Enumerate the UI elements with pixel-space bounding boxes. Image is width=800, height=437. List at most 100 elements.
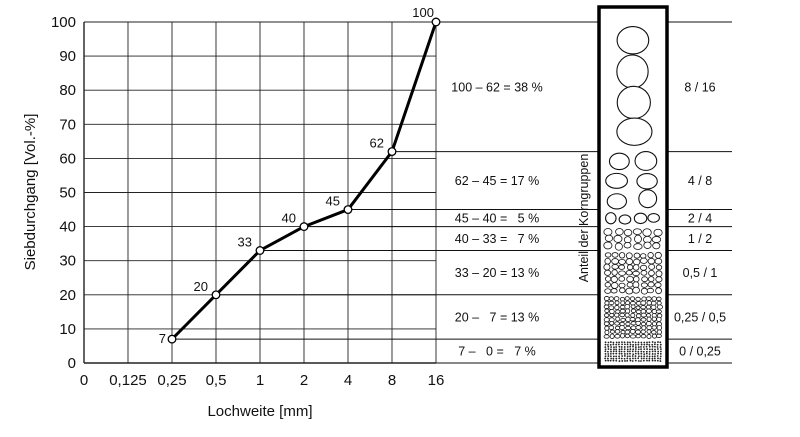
grain-particle bbox=[618, 357, 621, 360]
grain-particle bbox=[654, 341, 656, 344]
grain-particle bbox=[620, 300, 626, 306]
grain-particle bbox=[651, 353, 654, 355]
grain-particle bbox=[651, 325, 657, 330]
grain-particle bbox=[654, 282, 662, 288]
grain-particle bbox=[604, 325, 610, 331]
grain-particle bbox=[624, 360, 626, 362]
point-label: 40 bbox=[282, 211, 296, 226]
grain-particle bbox=[634, 350, 637, 353]
point-label: 7 bbox=[159, 331, 166, 346]
grain-particle bbox=[640, 270, 648, 276]
grain-particle bbox=[645, 321, 652, 327]
group-label: 0,25 / 0,5 bbox=[674, 310, 726, 324]
grain-particle bbox=[623, 341, 626, 344]
grain-particle bbox=[648, 353, 651, 355]
grain-particle bbox=[643, 353, 646, 356]
grain-particle bbox=[610, 288, 618, 294]
x-tick-label: 8 bbox=[388, 372, 396, 389]
grain-particle bbox=[632, 343, 635, 346]
grain-particle bbox=[621, 355, 624, 357]
grain-particle bbox=[639, 264, 648, 271]
grain-particle bbox=[613, 296, 620, 302]
grain-particle bbox=[610, 350, 612, 353]
grain-particle bbox=[614, 305, 620, 311]
grain-particle bbox=[635, 313, 642, 319]
grain-particle bbox=[604, 276, 612, 282]
grain-particle bbox=[659, 355, 662, 358]
grain-particle bbox=[647, 252, 654, 259]
grain-particle bbox=[633, 212, 648, 225]
y-tick-label: 0 bbox=[68, 355, 76, 372]
grain-particle bbox=[635, 348, 637, 350]
grain-particle bbox=[612, 352, 615, 355]
grain-particle bbox=[656, 355, 659, 357]
grain-particle bbox=[646, 329, 652, 334]
grain-particle bbox=[612, 359, 615, 362]
grain-particle bbox=[640, 350, 643, 353]
grain-particle bbox=[604, 308, 610, 314]
grain-particle bbox=[626, 345, 629, 348]
grain-particle bbox=[659, 343, 662, 346]
data-point bbox=[343, 205, 353, 214]
grain-particle bbox=[624, 343, 626, 346]
grain-particle bbox=[603, 317, 610, 323]
grain-particle bbox=[623, 355, 626, 357]
grain-particle bbox=[632, 345, 634, 348]
grain-particle bbox=[640, 317, 647, 322]
grain-particle bbox=[633, 258, 641, 266]
grain-particle bbox=[637, 352, 640, 355]
grain-particle bbox=[603, 241, 613, 250]
grain-particle bbox=[629, 359, 632, 362]
y-tick-label: 60 bbox=[59, 150, 76, 167]
grain-particle bbox=[604, 348, 607, 351]
share-label: 100 – 62 = 38 % bbox=[451, 80, 542, 94]
grain-particle bbox=[625, 270, 633, 276]
grain-particle bbox=[659, 346, 662, 348]
grain-particle bbox=[651, 321, 657, 327]
grain-particle bbox=[640, 300, 647, 306]
grain-particle bbox=[634, 234, 642, 244]
grain-particle bbox=[653, 357, 656, 360]
side-title: Anteil der Korngruppen bbox=[577, 154, 591, 283]
point-label: 100 bbox=[412, 5, 434, 20]
grain-particle bbox=[619, 308, 626, 314]
grain-particle bbox=[641, 276, 649, 283]
grain-particle bbox=[606, 193, 628, 210]
grain-particle bbox=[619, 287, 626, 294]
grain-particle bbox=[645, 296, 652, 301]
grain-particle bbox=[618, 214, 632, 225]
grain-particle bbox=[617, 343, 620, 346]
y-tick-label: 40 bbox=[59, 219, 76, 236]
grain-particle bbox=[629, 345, 632, 348]
grain-particle bbox=[625, 287, 634, 295]
grain-particle bbox=[611, 258, 619, 265]
grain-particle bbox=[607, 345, 610, 348]
grain-particle bbox=[635, 305, 641, 310]
grain-particle bbox=[637, 343, 640, 346]
grain-particle bbox=[651, 350, 654, 353]
share-label: 20 – 7 = 13 % bbox=[455, 310, 539, 324]
share-labels: 100 – 62 = 38 % 62 – 45 = 17 % 45 – 40 = 5… bbox=[451, 80, 542, 358]
grain-particle bbox=[608, 325, 615, 330]
grain-particle bbox=[625, 252, 633, 260]
grain-particle bbox=[640, 334, 647, 339]
grain-particle bbox=[608, 305, 615, 310]
group-label: 8 / 16 bbox=[684, 80, 715, 94]
grain-particle bbox=[651, 343, 654, 346]
grain-particle bbox=[620, 352, 623, 355]
grain-particle bbox=[611, 252, 619, 258]
grain-particle bbox=[651, 296, 657, 302]
grain-particle bbox=[626, 357, 629, 360]
grain-particle bbox=[640, 329, 646, 334]
grain-particle bbox=[642, 359, 645, 362]
grain-particle bbox=[654, 258, 663, 265]
grain-particle bbox=[632, 264, 640, 271]
grain-particle bbox=[614, 300, 620, 306]
share-label: 45 – 40 = 5 % bbox=[455, 212, 539, 226]
grain-particle bbox=[620, 357, 623, 360]
grain-particle bbox=[630, 308, 637, 314]
grain-particle bbox=[603, 304, 610, 309]
grain-particle bbox=[603, 296, 610, 302]
grain-particle bbox=[654, 251, 662, 259]
grain-particle bbox=[607, 355, 610, 357]
